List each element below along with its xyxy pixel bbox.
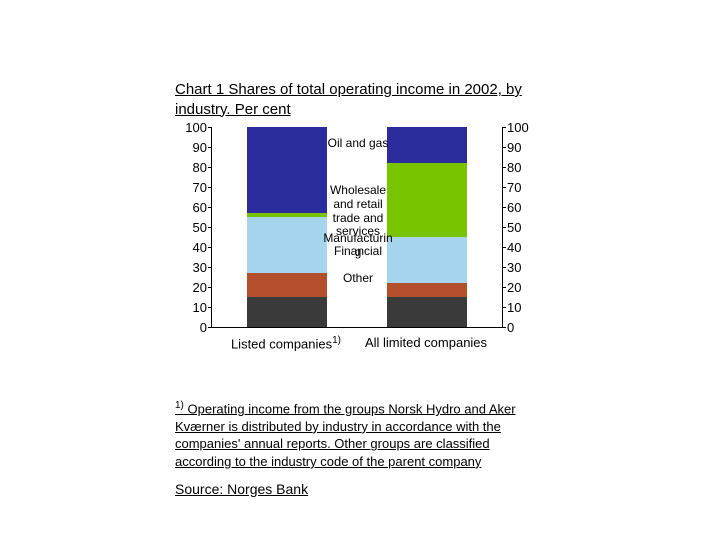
y-tick-label-left: 90 bbox=[175, 140, 207, 155]
y-tick-label-right: 40 bbox=[507, 240, 543, 255]
y-tick-label-right: 100 bbox=[507, 120, 543, 135]
x-label-all: All limited companies bbox=[356, 335, 496, 350]
y-tick-label-left: 10 bbox=[175, 300, 207, 315]
y-tick-label-right: 20 bbox=[507, 280, 543, 295]
footnote-text: Operating income from the groups Norsk H… bbox=[175, 401, 516, 469]
y-tick-label-right: 70 bbox=[507, 180, 543, 195]
legend-item-oil_gas: Oil and gas bbox=[313, 137, 403, 151]
y-tick-label-left: 70 bbox=[175, 180, 207, 195]
y-axis-right: 0 10 20 30 40 50 60 70 80 90 100 bbox=[507, 120, 543, 334]
bar-segment-other bbox=[247, 297, 327, 327]
y-tick-label-right: 0 bbox=[507, 320, 543, 335]
footnote: 1) Operating income from the groups Nors… bbox=[175, 399, 535, 471]
y-tick-label-left: 40 bbox=[175, 240, 207, 255]
source-line: Source: Norges Bank bbox=[175, 481, 575, 497]
y-tick-label-left: 30 bbox=[175, 260, 207, 275]
chart-area: 0102030405060708090100 01020304050607080… bbox=[175, 127, 575, 357]
legend-item-other: Other bbox=[313, 272, 403, 286]
y-tick-label-left: 0 bbox=[175, 320, 207, 335]
y-tick-label-left: 50 bbox=[175, 220, 207, 235]
y-tick-label-left: 60 bbox=[175, 200, 207, 215]
x-label-listed: Listed companies1) bbox=[216, 335, 356, 351]
y-tick-label-left: 80 bbox=[175, 160, 207, 175]
y-tick-label-left: 20 bbox=[175, 280, 207, 295]
footnote-marker: 1) bbox=[175, 400, 184, 411]
chart-container: Chart 1 Shares of total operating income… bbox=[175, 80, 575, 497]
y-tick-label-right: 60 bbox=[507, 200, 543, 215]
y-tick-label-left: 100 bbox=[175, 120, 207, 135]
chart-title: Chart 1 Shares of total operating income… bbox=[175, 80, 575, 119]
y-tick-label-right: 50 bbox=[507, 220, 543, 235]
bar-segment-other bbox=[387, 297, 467, 327]
y-tick-label-right: 90 bbox=[507, 140, 543, 155]
y-tick-label-right: 30 bbox=[507, 260, 543, 275]
y-tick-label-right: 10 bbox=[507, 300, 543, 315]
y-axis-left: 0 10 20 30 40 50 60 70 80 90 100 bbox=[175, 120, 207, 334]
y-tick-label-right: 80 bbox=[507, 160, 543, 175]
legend-item-financial: Financial bbox=[313, 245, 403, 259]
